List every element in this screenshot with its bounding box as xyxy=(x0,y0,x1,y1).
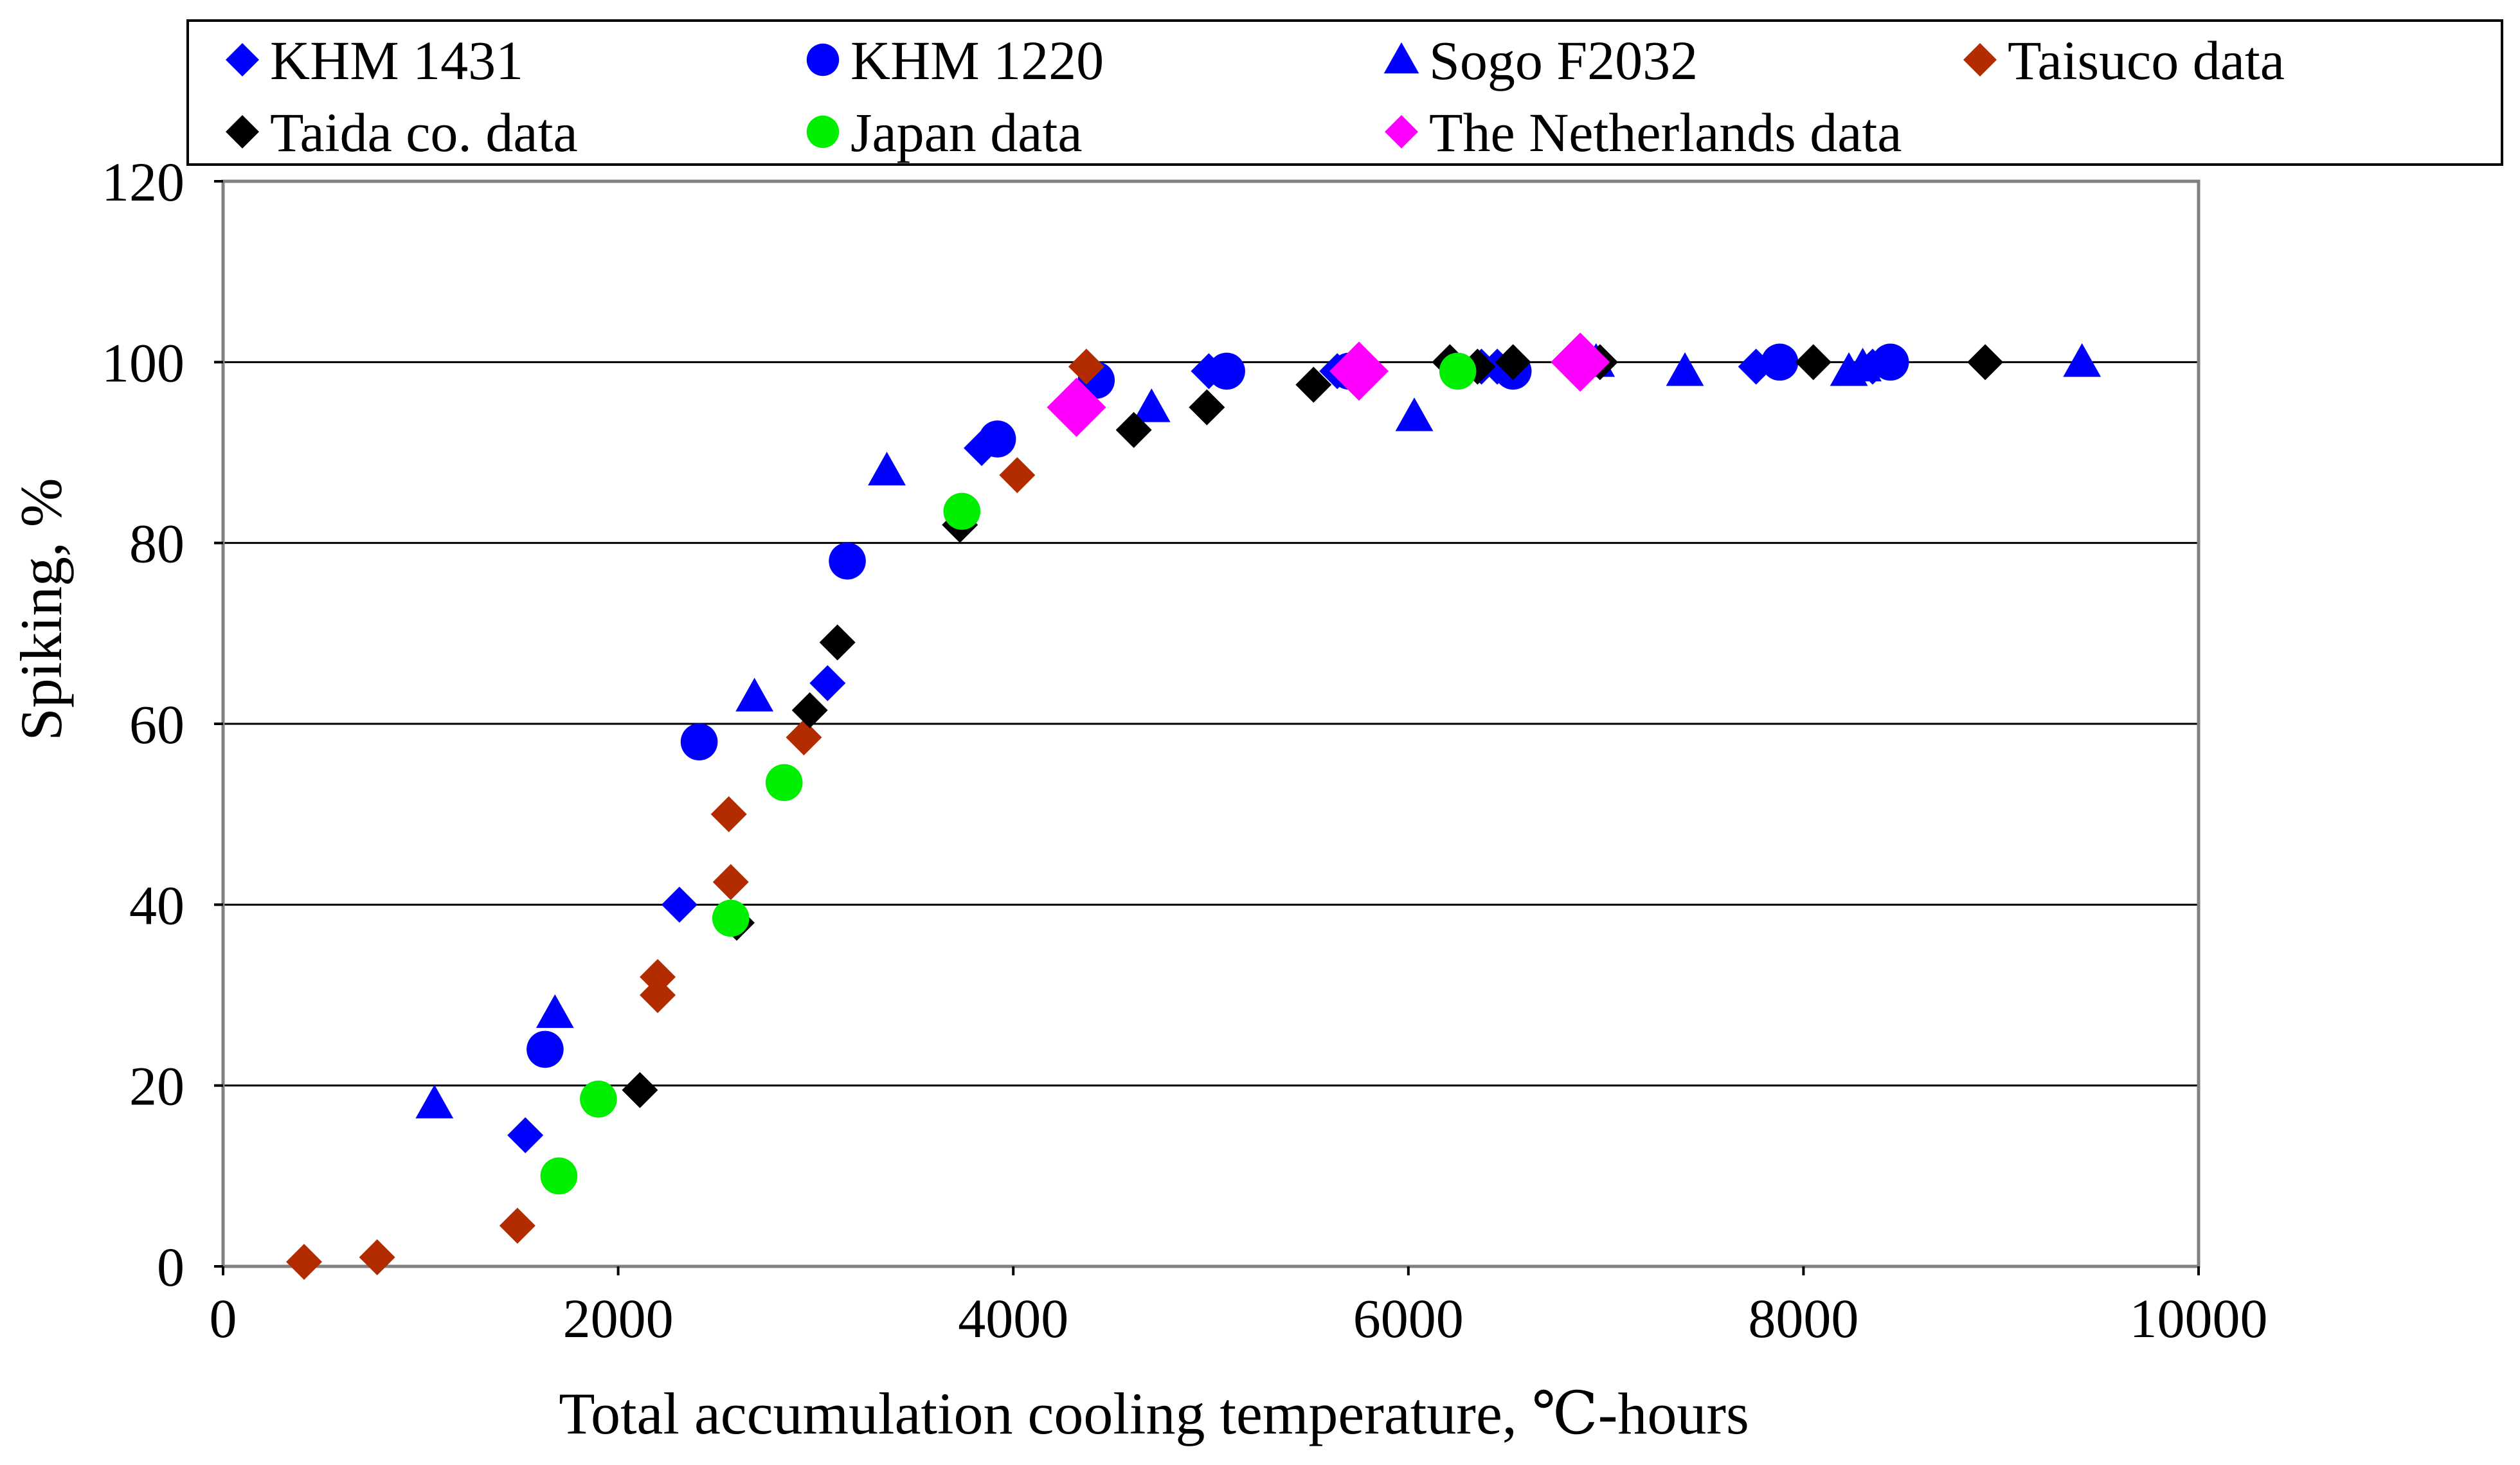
data-point-sogo-f2032 xyxy=(1132,388,1171,422)
data-point-the-netherlands-data xyxy=(1047,377,1106,437)
data-point-taida-co-data xyxy=(819,624,856,661)
series-sogo-f2032 xyxy=(415,343,2102,1119)
y-tick-label-80: 80 xyxy=(129,513,184,575)
data-point-taida-co-data xyxy=(1295,366,1332,403)
data-point-sogo-f2032 xyxy=(536,994,574,1029)
y-axis-title: Spiking, % xyxy=(8,478,74,741)
data-point-the-netherlands-data xyxy=(1329,341,1389,401)
data-point-taisuco-data xyxy=(640,977,676,1013)
data-point-khm-1431 xyxy=(809,665,846,701)
data-point-taisuco-data xyxy=(710,796,747,832)
data-point-taisuco-data xyxy=(499,1207,536,1244)
data-point-japan-data xyxy=(765,764,803,802)
data-point-taisuco-data xyxy=(999,457,1036,494)
legend-label-japan-data: Japan data xyxy=(851,102,1083,163)
data-point-taisuco-data xyxy=(285,1243,322,1280)
x-tick-label-4000: 4000 xyxy=(958,1288,1068,1349)
series-the-netherlands-data xyxy=(1047,332,1610,437)
data-point-japan-data xyxy=(943,492,981,530)
legend-label-khm-1431: KHM 1431 xyxy=(270,30,523,91)
legend-marker-sogo-f2032 xyxy=(1383,42,1419,74)
legend-marker-khm-1431 xyxy=(226,43,259,76)
data-point-the-netherlands-data xyxy=(1551,332,1610,392)
data-point-taisuco-data xyxy=(640,958,676,995)
data-point-taisuco-data xyxy=(712,864,749,901)
data-point-taida-co-data xyxy=(1795,344,1832,381)
legend-marker-taida-co-data xyxy=(226,115,259,148)
series-japan-data xyxy=(540,352,1477,1195)
data-point-sogo-f2032 xyxy=(415,1084,454,1119)
data-point-sogo-f2032 xyxy=(1666,352,1704,386)
data-point-khm-1220 xyxy=(1761,343,1799,381)
y-tick-label-20: 20 xyxy=(129,1056,184,1117)
data-point-taida-co-data xyxy=(1189,389,1225,426)
data-point-khm-1220 xyxy=(829,543,866,580)
data-point-sogo-f2032 xyxy=(1395,397,1434,431)
y-tick-label-40: 40 xyxy=(129,874,184,936)
x-tick-label-8000: 8000 xyxy=(1748,1288,1859,1349)
y-tick-label-60: 60 xyxy=(129,694,184,755)
x-axis-title: Total accumulation cooling temperature, … xyxy=(559,1381,1749,1446)
data-point-taida-co-data xyxy=(1495,344,1531,381)
data-point-sogo-f2032 xyxy=(868,451,906,486)
legend-box xyxy=(186,19,2503,166)
data-point-taida-co-data xyxy=(622,1072,658,1108)
data-point-taida-co-data xyxy=(791,692,828,728)
data-point-khm-1220 xyxy=(1208,352,1245,390)
legend-label-the-netherlands-data: The Netherlands data xyxy=(1429,102,1902,163)
y-tick-label-120: 120 xyxy=(102,151,184,213)
legend-label-taida-co-data: Taida co. data xyxy=(270,102,578,163)
y-tick-label-100: 100 xyxy=(102,332,184,393)
chart-legend: KHM 1431 KHM 1220 Sogo F2032 Taisuco data Ta… xyxy=(186,19,2503,166)
data-point-sogo-f2032 xyxy=(735,678,774,712)
data-point-taisuco-data xyxy=(786,719,822,756)
legend-label-taisuco-data: Taisuco data xyxy=(2008,30,2285,91)
data-point-taida-co-data xyxy=(1115,411,1152,448)
data-point-khm-1220 xyxy=(978,420,1016,458)
data-point-khm-1431 xyxy=(507,1117,544,1154)
data-point-japan-data xyxy=(712,899,750,937)
data-point-taida-co-data xyxy=(1967,344,2004,381)
data-point-japan-data xyxy=(1439,352,1477,390)
x-tick-label-2000: 2000 xyxy=(563,1288,674,1349)
legend-marker-taisuco-data xyxy=(1963,43,1997,76)
legend-marker-japan-data xyxy=(806,115,840,148)
data-point-khm-1220 xyxy=(680,723,718,760)
legend-marker-khm-1220 xyxy=(806,43,840,76)
data-point-japan-data xyxy=(580,1080,617,1118)
x-tick-label-6000: 6000 xyxy=(1353,1288,1464,1349)
data-point-khm-1220 xyxy=(1871,343,1909,381)
data-point-japan-data xyxy=(540,1157,578,1195)
y-tick-label-0: 0 xyxy=(157,1236,184,1298)
legend-label-khm-1220: KHM 1220 xyxy=(851,30,1104,91)
legend-label-sogo-f2032: Sogo F2032 xyxy=(1429,30,1698,91)
x-tick-label-10000: 10000 xyxy=(2130,1288,2268,1349)
data-point-sogo-f2032 xyxy=(2063,343,2102,377)
data-point-taisuco-data xyxy=(359,1239,395,1275)
data-point-taisuco-data xyxy=(1068,348,1104,385)
x-tick-label-0: 0 xyxy=(210,1288,237,1349)
legend-marker-the-netherlands-data xyxy=(1385,115,1418,148)
data-point-khm-1220 xyxy=(526,1030,564,1068)
data-point-khm-1431 xyxy=(661,886,698,923)
series-taisuco-data xyxy=(285,348,1104,1280)
data-point-sogo-f2032 xyxy=(1844,347,1882,382)
